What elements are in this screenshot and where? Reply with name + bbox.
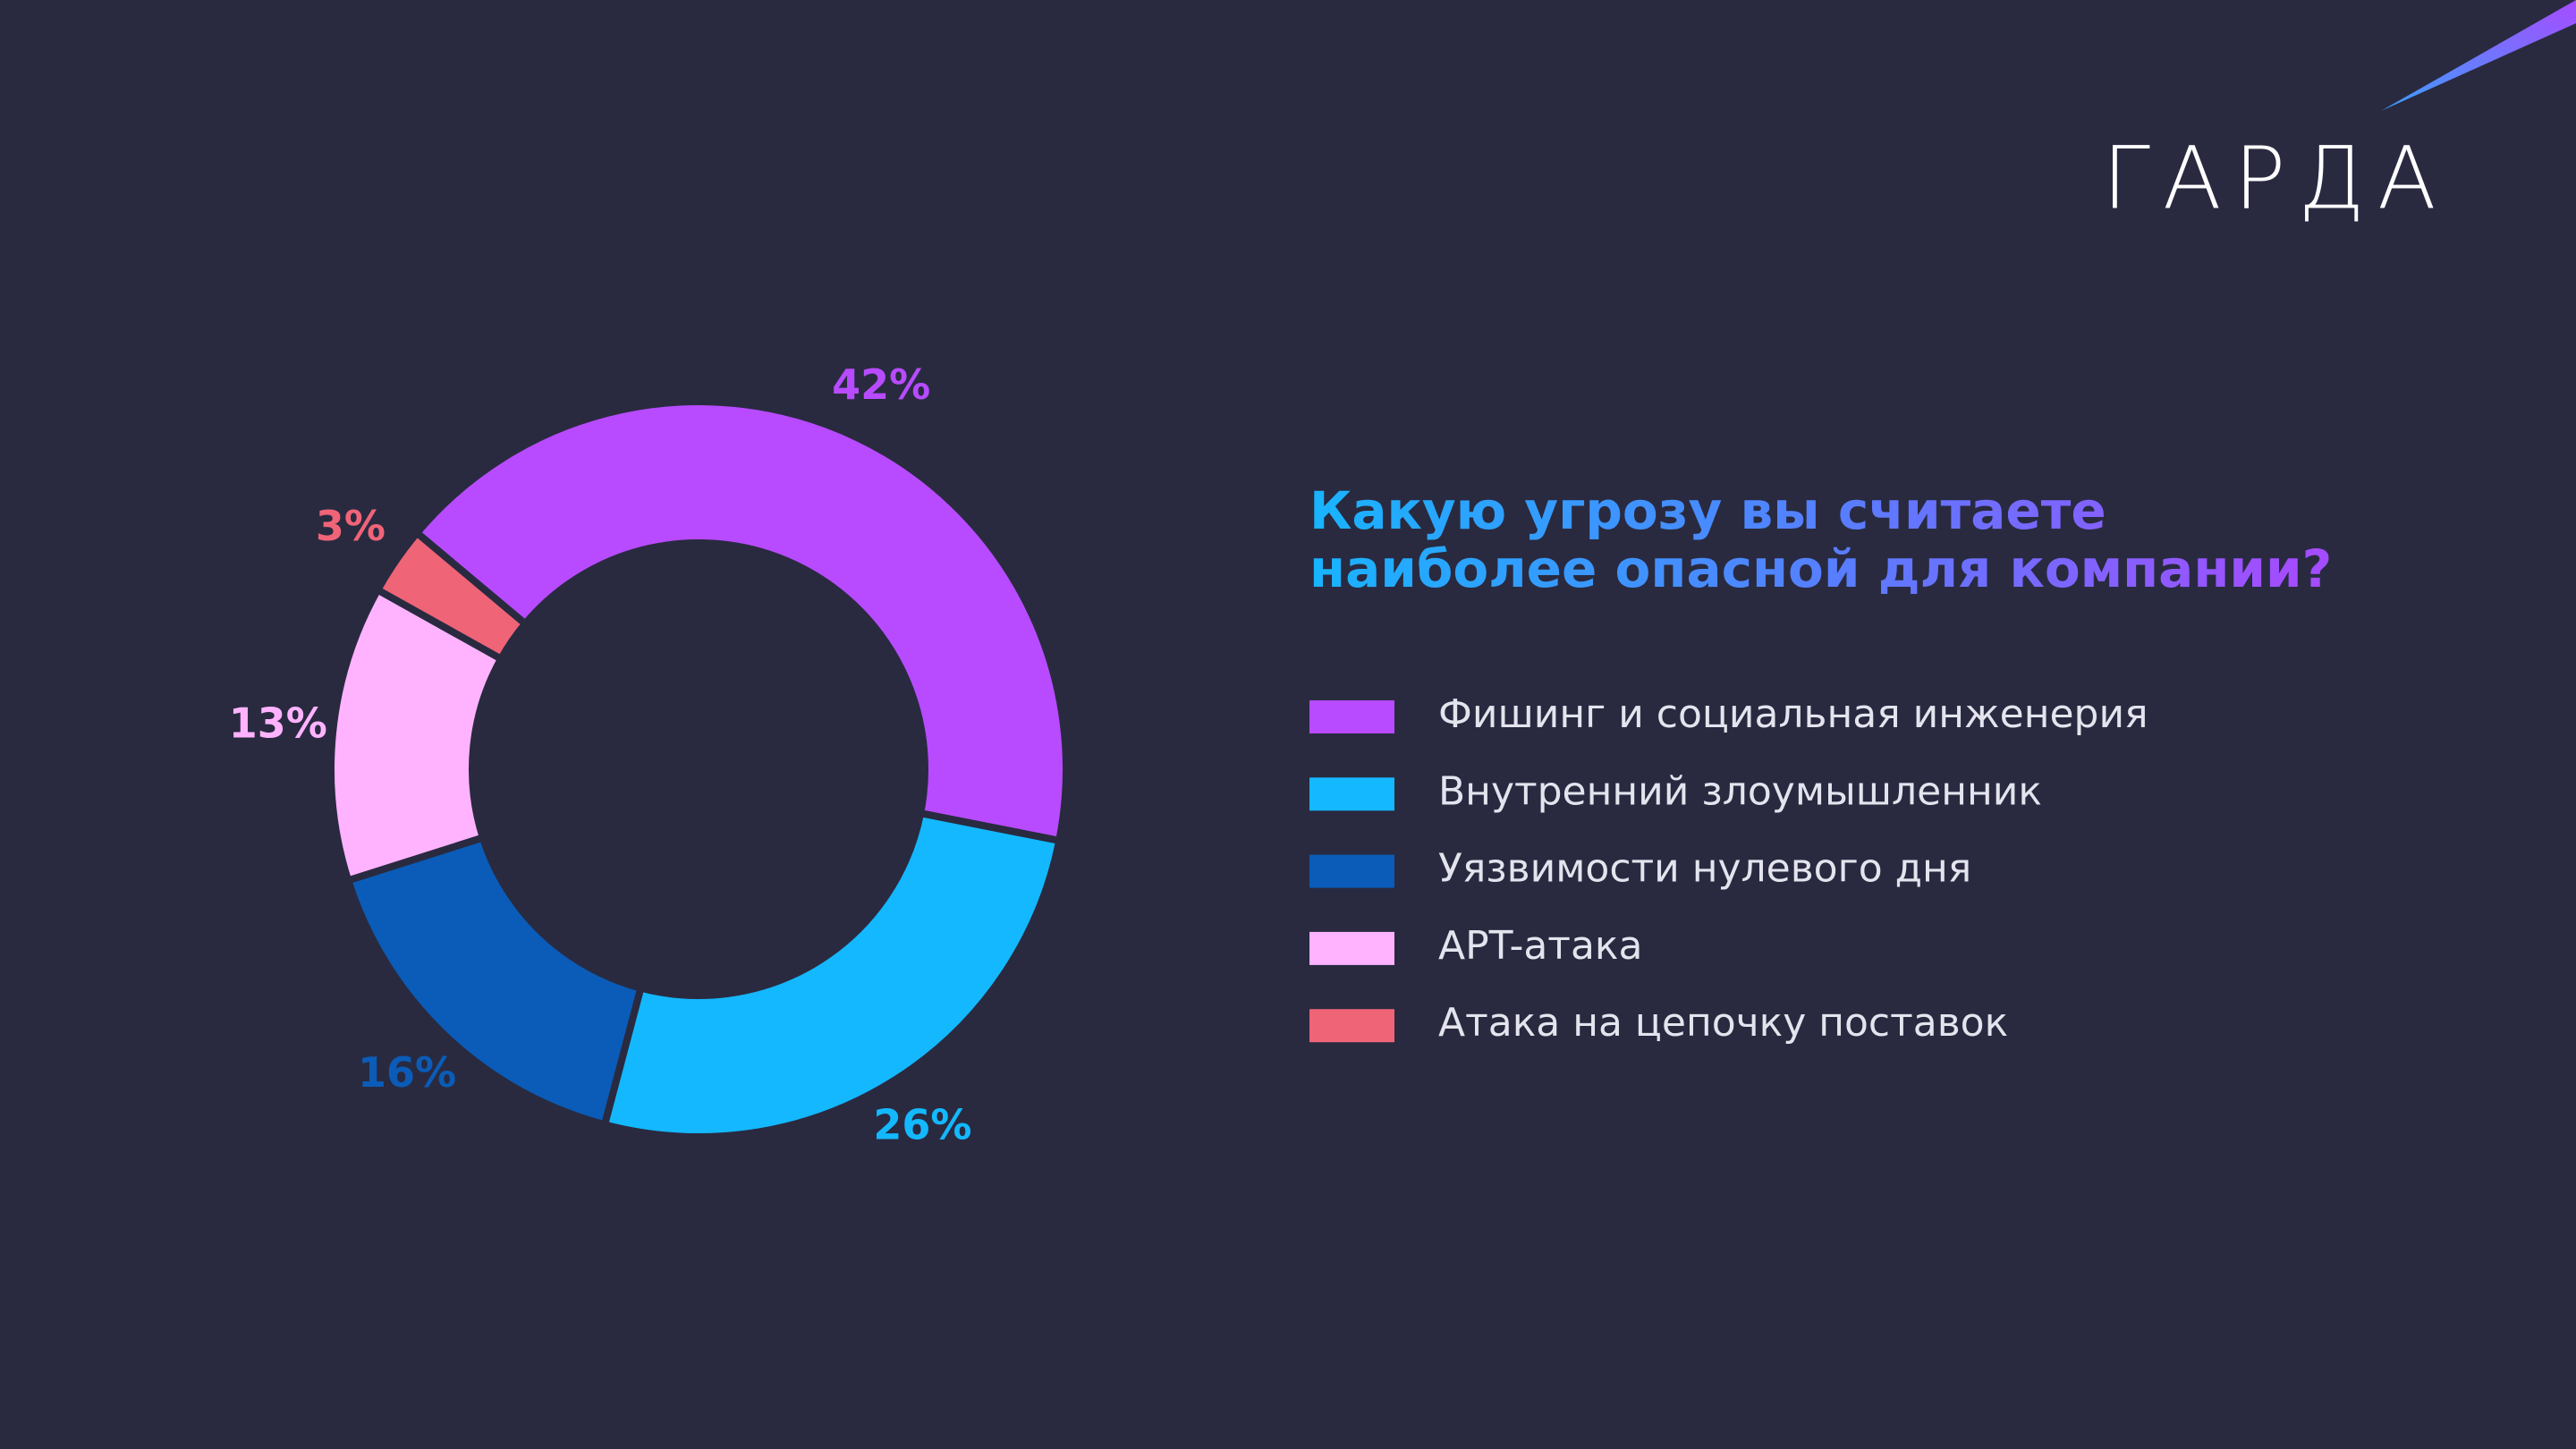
value-label: 3%	[316, 502, 386, 550]
legend-label: Атака на цепочку поставок	[1438, 1000, 2008, 1046]
chart-title: наиболее опасной для компании?	[1309, 538, 2332, 599]
pie-segment	[372, 528, 530, 665]
pie-segment	[600, 809, 1063, 1140]
legend-swatch	[1309, 1009, 1394, 1043]
legend-label: Уязвимости нулевого дня	[1438, 846, 1971, 892]
pie-segment	[343, 833, 646, 1130]
value-label: 13%	[229, 699, 327, 748]
logo: ГАРДА	[2102, 128, 2448, 228]
value-label: 26%	[873, 1100, 971, 1148]
legend-label: Внутренний злоумышленник	[1438, 768, 2042, 814]
legend-swatch	[1309, 931, 1394, 965]
logo-streak	[2381, 0, 2576, 111]
legend-swatch	[1309, 700, 1394, 733]
value-label: 42%	[832, 360, 930, 409]
value-label: 16%	[358, 1048, 456, 1097]
legend-swatch	[1309, 777, 1394, 811]
legend-label: APT-атака	[1438, 923, 1642, 969]
legend-swatch	[1309, 854, 1394, 888]
pie-segment	[411, 398, 1070, 845]
legend-label: Фишинг и социальная инженерия	[1438, 691, 2148, 737]
chart-title: Какую угрозу вы считаете	[1309, 480, 2106, 541]
